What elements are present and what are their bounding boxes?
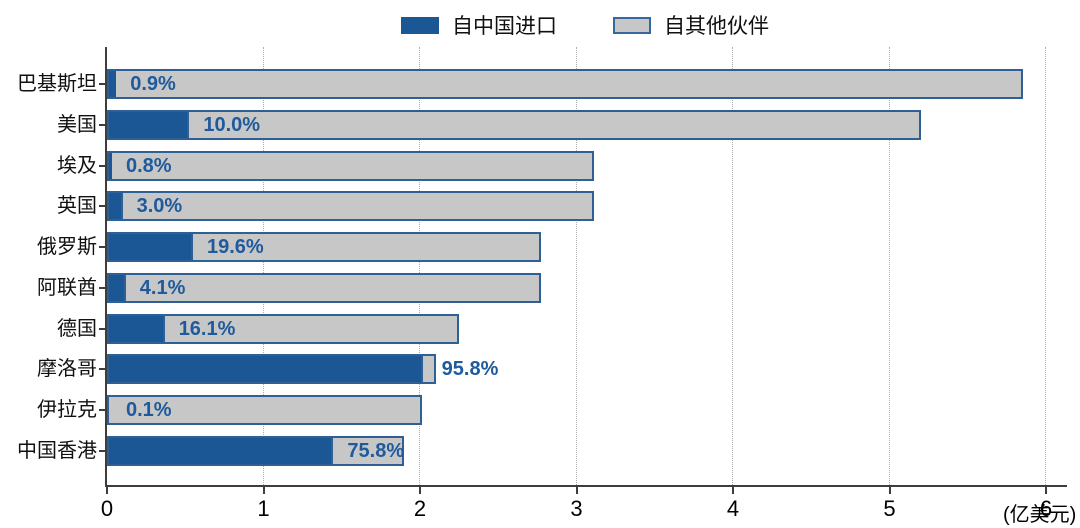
bar-segment-china-2	[109, 152, 112, 179]
category-label-0: 巴基斯坦	[17, 73, 97, 96]
x-axis-tick-5	[888, 487, 891, 494]
category-label-6: 德国	[57, 317, 97, 340]
bar-segment-china-6	[109, 315, 165, 342]
y-axis-tick-8	[99, 408, 107, 411]
bar-row-1	[107, 110, 921, 141]
x-axis-tick-2	[419, 487, 421, 494]
bar-row-9	[107, 435, 405, 466]
bar-row-4	[107, 232, 541, 263]
x-axis-tick-label-6: 6	[1039, 496, 1053, 521]
bar-row-2	[107, 150, 594, 181]
x-axis-tick-label-2: 2	[413, 496, 427, 521]
category-label-8: 伊拉克	[37, 398, 97, 421]
y-axis-tick-3	[99, 205, 107, 208]
x-axis-tick-6	[1045, 487, 1047, 494]
x-axis-tick-0	[106, 487, 108, 494]
bar-row-5	[107, 272, 541, 303]
gridline-x4	[732, 47, 733, 485]
x-axis-tick-label-4: 4	[726, 496, 740, 521]
x-axis-unit-label: (亿美元)	[1003, 504, 1077, 526]
y-axis-tick-9	[99, 449, 107, 452]
bar-segment-china-7	[109, 356, 423, 383]
x-axis-tick-4	[732, 487, 734, 494]
gridline-x5	[888, 47, 890, 485]
pct-label-9: 75.8%	[347, 439, 405, 462]
y-axis-tick-7	[99, 368, 107, 371]
category-label-9: 中国香港	[17, 439, 97, 462]
category-label-2: 埃及	[57, 154, 97, 177]
gridline-x1	[262, 47, 264, 485]
y-axis-tick-2	[99, 164, 107, 167]
legend-label-others: 自其他伙伴	[664, 15, 769, 38]
legend: 自中国进口 自其他伙伴	[105, 10, 1065, 40]
y-axis-tick-5	[99, 286, 107, 289]
bar-row-6	[107, 313, 460, 344]
legend-label-china: 自中国进口	[452, 15, 557, 38]
pct-label-4: 19.6%	[206, 236, 264, 259]
x-axis-tick-label-1: 1	[257, 496, 270, 521]
bar-row-8	[107, 394, 422, 425]
gridline-x6	[1045, 47, 1046, 485]
bar-row-0	[107, 69, 1023, 100]
legend-swatch-china	[401, 16, 439, 34]
x-axis-tick-label-5: 5	[883, 496, 896, 521]
category-label-7: 摩洛哥	[37, 358, 97, 381]
gridline-x3	[575, 47, 577, 485]
bar-segment-china-1	[109, 112, 190, 139]
x-axis-tick-label-3: 3	[570, 496, 583, 521]
pct-label-6: 16.1%	[178, 317, 236, 340]
bar-segment-china-5	[109, 274, 126, 301]
pct-label-7: 95.8%	[441, 358, 499, 381]
bar-row-7	[107, 354, 436, 385]
category-label-1: 美国	[57, 114, 97, 137]
bar-segment-china-9	[109, 437, 334, 464]
bar-segment-china-3	[109, 193, 123, 220]
bar-row-3	[107, 191, 594, 222]
plot-area: (亿美元) 0 1 2 3 4 5 6 巴基斯坦 0.9% 美国 10.0% 埃及 0.8% 英国 3.0%…	[17, 47, 1076, 526]
pct-label-0: 0.9%	[130, 73, 176, 96]
x-axis-tick-label-0: 0	[100, 496, 114, 521]
pct-label-8: 0.1%	[126, 398, 172, 421]
legend-item-china: 自中国进口	[401, 10, 557, 40]
category-label-3: 英国	[57, 195, 97, 218]
x-axis-tick-3	[575, 487, 578, 494]
y-axis-tick-6	[99, 327, 107, 330]
pct-label-2: 0.8%	[126, 154, 172, 177]
bar-segment-china-4	[109, 234, 193, 261]
pct-label-5: 4.1%	[139, 276, 186, 299]
category-label-4: 俄罗斯	[37, 236, 97, 259]
category-label-5: 阿联酋	[37, 276, 97, 299]
pct-label-1: 10.0%	[203, 114, 261, 137]
legend-swatch-others	[613, 16, 651, 34]
pct-label-3: 3.0%	[136, 195, 183, 218]
y-axis-tick-4	[99, 246, 107, 249]
x-axis-tick-1	[262, 487, 265, 494]
gridline-x2	[419, 47, 420, 485]
y-axis-tick-1	[99, 124, 107, 127]
bar-segment-china-0	[109, 71, 117, 98]
legend-item-others: 自其他伙伴	[613, 10, 769, 40]
y-axis-tick-0	[99, 83, 107, 86]
